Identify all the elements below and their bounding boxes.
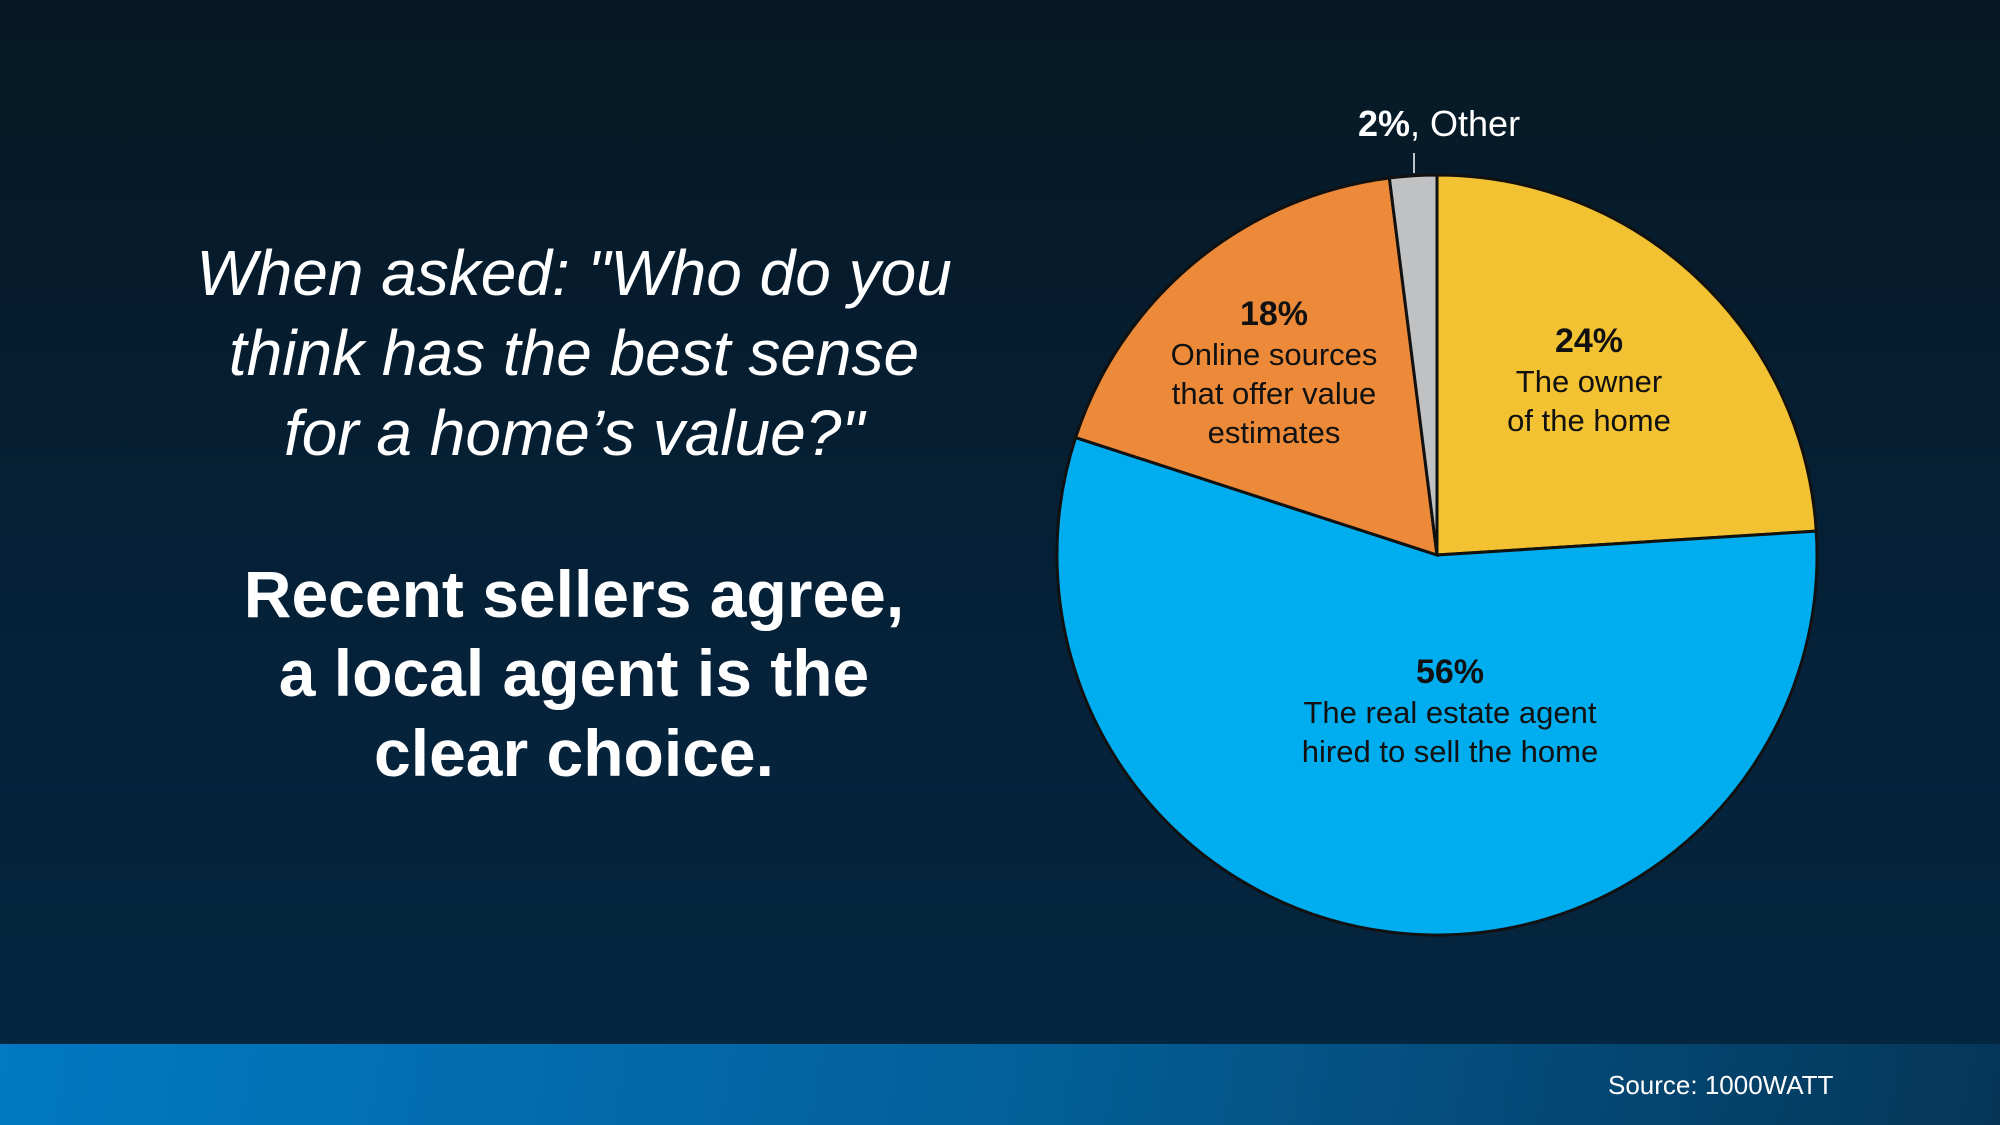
- answer-line-3: clear choice.: [374, 716, 774, 790]
- answer-line-1: Recent sellers agree,: [243, 557, 905, 631]
- slice-category-label: The real estate agent: [1304, 695, 1597, 730]
- question-line-2: think has the best sense: [228, 317, 920, 389]
- source-text: Source: 1000WATT: [1608, 1070, 1834, 1100]
- pie-slice-3: [1387, 173, 1439, 556]
- slice-category-label: that offer value: [1172, 376, 1377, 411]
- slice-category-label: Online sources: [1171, 337, 1378, 372]
- footer-bar: [0, 1044, 2000, 1125]
- other-slice-label: 2%, Other: [1358, 103, 1520, 144]
- slice-percent-label: 56%: [1416, 653, 1484, 691]
- pie-slice-0: [1435, 173, 1818, 557]
- slice-category-label: of the home: [1507, 403, 1671, 438]
- answer-line-2: a local agent is the: [278, 636, 870, 710]
- pie-slice-2: [1073, 176, 1439, 558]
- slice-category-label: The owner: [1516, 364, 1662, 399]
- slice-percent-label: 18%: [1240, 295, 1308, 333]
- slice-category-label: hired to sell the home: [1302, 734, 1598, 769]
- slice-percent-label: 24%: [1555, 322, 1623, 360]
- question-line-1: When asked: "Who do you: [196, 237, 952, 309]
- slice-category-label: estimates: [1208, 415, 1341, 450]
- question-line-3: for a home’s value?": [283, 397, 865, 469]
- pie-slice-1: [1055, 435, 1819, 937]
